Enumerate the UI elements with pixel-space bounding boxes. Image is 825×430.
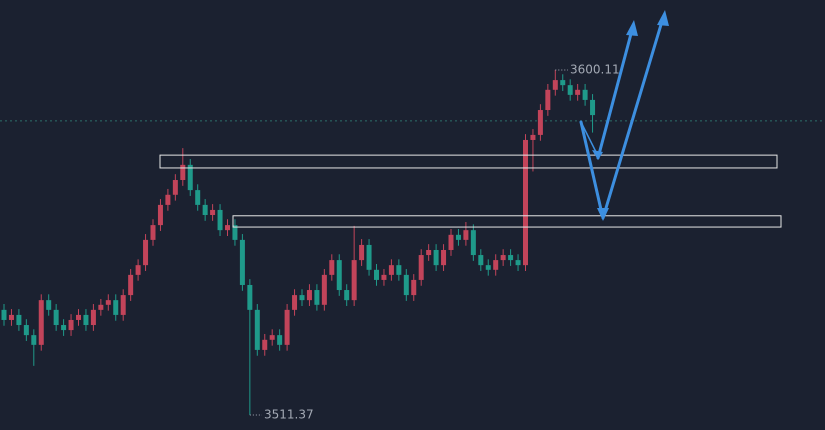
- candle-body: [8, 314, 14, 320]
- candle-body: [247, 284, 253, 310]
- candle-body: [299, 295, 305, 301]
- candle-body: [523, 139, 528, 266]
- candle-body: [575, 89, 581, 95]
- candle-body: [411, 279, 417, 296]
- candle-body: [478, 255, 484, 266]
- candle-body: [493, 260, 499, 270]
- candle-body: [38, 300, 44, 345]
- candle-body: [560, 80, 566, 86]
- candle-body: [329, 260, 335, 275]
- arrow-line: [579, 120, 604, 216]
- candle-body: [351, 260, 357, 301]
- low-label: 3511.37: [264, 407, 314, 421]
- arrow-line: [601, 16, 665, 220]
- candle-body: [321, 274, 327, 305]
- candle-body: [485, 265, 491, 270]
- candle-body: [455, 234, 461, 240]
- candle-body: [46, 300, 52, 310]
- candle-body: [98, 304, 104, 310]
- candle-body: [128, 274, 134, 296]
- candle-body: [23, 325, 29, 336]
- candle-body: [202, 204, 208, 215]
- candle-body: [225, 225, 230, 231]
- candle-body: [418, 255, 424, 280]
- candle-body: [61, 325, 67, 331]
- candle-body: [403, 274, 409, 296]
- candle-body: [76, 314, 81, 320]
- candle-body: [441, 249, 447, 266]
- candle-body: [16, 314, 22, 326]
- candle-body: [68, 319, 74, 331]
- candle-body: [508, 255, 514, 261]
- candle-body: [500, 255, 506, 261]
- candle-body: [545, 89, 551, 111]
- arrow-head: [626, 20, 638, 36]
- high-label: 3600.11: [570, 62, 620, 76]
- candle-body: [143, 239, 149, 266]
- candle-body: [262, 339, 268, 350]
- candle-body: [381, 274, 387, 280]
- candle-body: [157, 204, 163, 226]
- zone-box: [232, 215, 782, 228]
- candle-body: [187, 164, 193, 191]
- candle-body: [284, 309, 290, 345]
- arrow-line: [596, 28, 634, 160]
- candle-body: [53, 309, 59, 326]
- candle-body: [292, 295, 298, 310]
- candle-body: [448, 234, 454, 250]
- candle-body: [463, 230, 469, 240]
- candle-body: [470, 230, 476, 256]
- candle-body: [254, 309, 260, 350]
- candles: [0, 69, 825, 416]
- candle-body: [306, 290, 312, 301]
- candle-body: [433, 249, 439, 266]
- candle-body: [180, 164, 186, 181]
- candle-body: [135, 265, 141, 275]
- candle-body: [314, 290, 320, 305]
- candle-body: [1, 309, 7, 320]
- candle-body: [277, 335, 283, 345]
- arrow-head: [657, 10, 669, 26]
- candle-body: [426, 249, 432, 256]
- candle-body: [269, 335, 275, 340]
- candle-body: [388, 265, 394, 275]
- candle-body: [359, 244, 365, 261]
- candle-body: [113, 300, 119, 315]
- candle-body: [537, 110, 543, 135]
- candle-body: [567, 85, 573, 95]
- candle-body: [83, 314, 89, 326]
- candle-body: [552, 80, 558, 90]
- candle-body: [366, 244, 372, 270]
- candle-body: [590, 99, 596, 116]
- candle-body: [530, 134, 536, 140]
- candle-body: [344, 290, 350, 301]
- candle-body: [210, 209, 216, 215]
- candle-body: [90, 309, 96, 326]
- candle-body: [217, 209, 223, 231]
- candle-body: [374, 269, 379, 280]
- candle-body: [239, 239, 245, 285]
- zone-box: [159, 154, 778, 169]
- candle-body: [336, 260, 342, 291]
- candle-body: [515, 260, 521, 266]
- candle-body: [195, 190, 201, 205]
- candle-body: [232, 225, 238, 240]
- candle-body: [165, 194, 171, 205]
- candle-body: [396, 265, 402, 275]
- candle-body: [120, 295, 126, 315]
- candle-body: [172, 180, 178, 195]
- candle-body: [150, 225, 156, 240]
- projection-arrows: [579, 10, 669, 221]
- candle-body: [31, 335, 37, 345]
- candle-body: [105, 300, 111, 305]
- candle-body: [582, 89, 588, 100]
